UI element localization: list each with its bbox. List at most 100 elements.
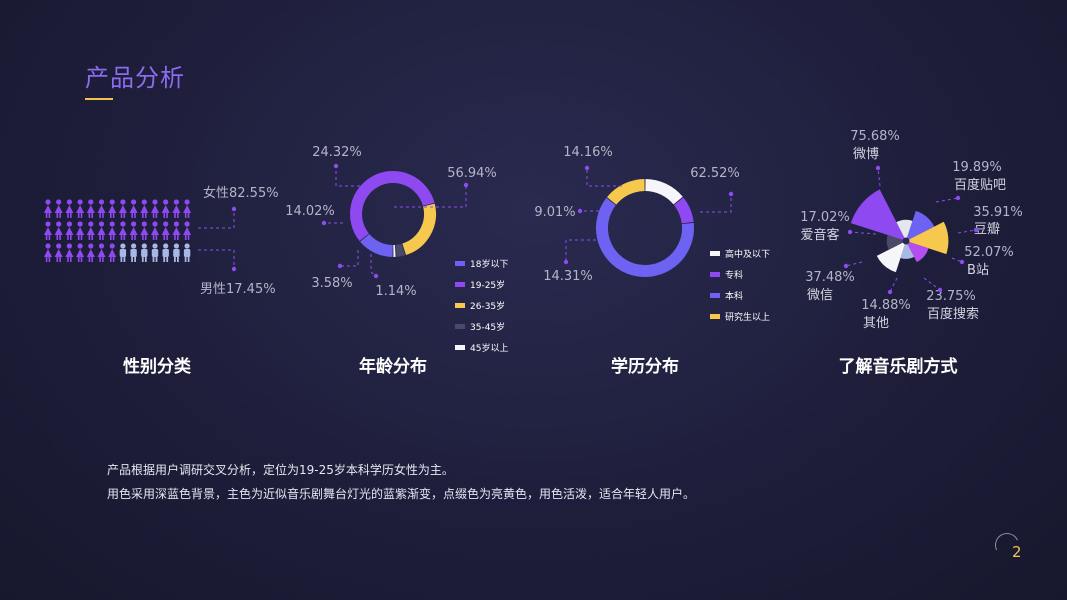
person-head [98, 221, 105, 227]
person-leg [99, 213, 101, 218]
female-person-icon [86, 243, 95, 262]
person-leg [56, 235, 59, 240]
female-person-icon [161, 221, 170, 240]
person-head [131, 199, 137, 205]
person-head [45, 243, 51, 249]
age-legend-swatch [455, 345, 465, 350]
edu-label-highschool: 14.16% [563, 145, 613, 160]
person-head [56, 221, 62, 227]
female-person-icon [108, 221, 117, 240]
person-dress [151, 205, 159, 213]
edu-leader-dot [563, 259, 569, 265]
person-dress [76, 227, 85, 235]
person-leg [91, 213, 93, 218]
person-leg [99, 257, 101, 262]
person-leg [67, 257, 69, 262]
age-slice-0 [360, 233, 394, 257]
person-leg [177, 235, 179, 240]
male-person-icon [173, 243, 180, 262]
rose-slice-6 [876, 241, 906, 273]
edu-leader-postgrad [565, 239, 602, 262]
age-label-over-45: 1.14% [375, 284, 416, 299]
female-person-icon [65, 221, 74, 240]
rose-slice-0 [850, 189, 906, 241]
person-leg [77, 257, 80, 262]
person-dress [97, 249, 106, 257]
rose-leader-dot [973, 227, 979, 233]
person-head [56, 243, 62, 249]
person-head [152, 221, 158, 227]
person-dress [44, 227, 52, 235]
rose-leader-dot [875, 165, 881, 171]
person-leg [166, 213, 168, 218]
female-person-icon [86, 221, 95, 240]
person-head [173, 221, 179, 227]
person-leg [45, 235, 48, 240]
female-person-icon [44, 221, 52, 240]
person-dress [140, 227, 149, 235]
person-head [141, 243, 147, 249]
person-leg [67, 213, 69, 218]
person-dress [76, 205, 85, 213]
person-leg [102, 213, 104, 218]
person-leg [174, 235, 176, 240]
rose-slice-5 [900, 241, 915, 259]
rose-leader-line [845, 261, 863, 267]
rose-percent-label: 75.68% [850, 129, 900, 144]
person-head [88, 199, 94, 205]
person-leg [102, 235, 104, 240]
male-percent-label: 男性17.45% [200, 282, 276, 297]
person-head [184, 221, 190, 227]
person-leg [155, 235, 158, 240]
age-slice-1 [350, 171, 435, 242]
person-dress [172, 205, 181, 213]
person-leg [110, 213, 112, 218]
female-person-icon [161, 199, 170, 218]
rose-percent-label: 23.75% [926, 289, 976, 304]
female-leader-line [198, 210, 235, 229]
female-person-icon [172, 199, 181, 218]
edu-slice-2 [596, 197, 694, 277]
person-leg [134, 235, 136, 240]
person-head [163, 243, 169, 249]
person-leg [123, 213, 126, 218]
person-body [151, 249, 159, 257]
age-legend-swatch [455, 261, 465, 266]
person-leg [99, 235, 101, 240]
person-dress [161, 227, 170, 235]
person-head [56, 199, 62, 205]
person-leg [187, 213, 190, 218]
person-leg [184, 257, 187, 262]
rose-leader-line [877, 167, 881, 187]
female-percent-label: 女性82.55% [203, 185, 279, 201]
female-person-icon [76, 199, 85, 218]
page-number: 2 [1012, 543, 1022, 561]
age-slice-3 [395, 243, 406, 257]
person-leg [56, 213, 59, 218]
rose-center [902, 237, 910, 245]
person-leg [77, 235, 80, 240]
person-leg [187, 257, 190, 262]
person-leg [163, 213, 166, 218]
rose-leader-dot [955, 195, 961, 201]
age-leader-dot [373, 273, 379, 279]
person-head [98, 243, 105, 249]
person-dress [183, 227, 192, 235]
person-leg [91, 235, 93, 240]
person-head [141, 199, 147, 205]
person-leg [144, 257, 147, 262]
person-head [152, 243, 158, 249]
edu-legend-label: 本科 [725, 290, 743, 302]
person-leg [88, 213, 91, 218]
person-leg [120, 213, 123, 218]
person-dress [118, 205, 127, 213]
person-leg [134, 257, 136, 262]
person-head [66, 221, 72, 227]
person-leg [142, 235, 144, 240]
rose-percent-label: 52.07% [964, 245, 1014, 260]
person-head [109, 243, 115, 249]
person-head [141, 221, 147, 227]
person-leg [155, 213, 158, 218]
person-leg [88, 257, 91, 262]
age-legend-swatch [455, 303, 465, 308]
